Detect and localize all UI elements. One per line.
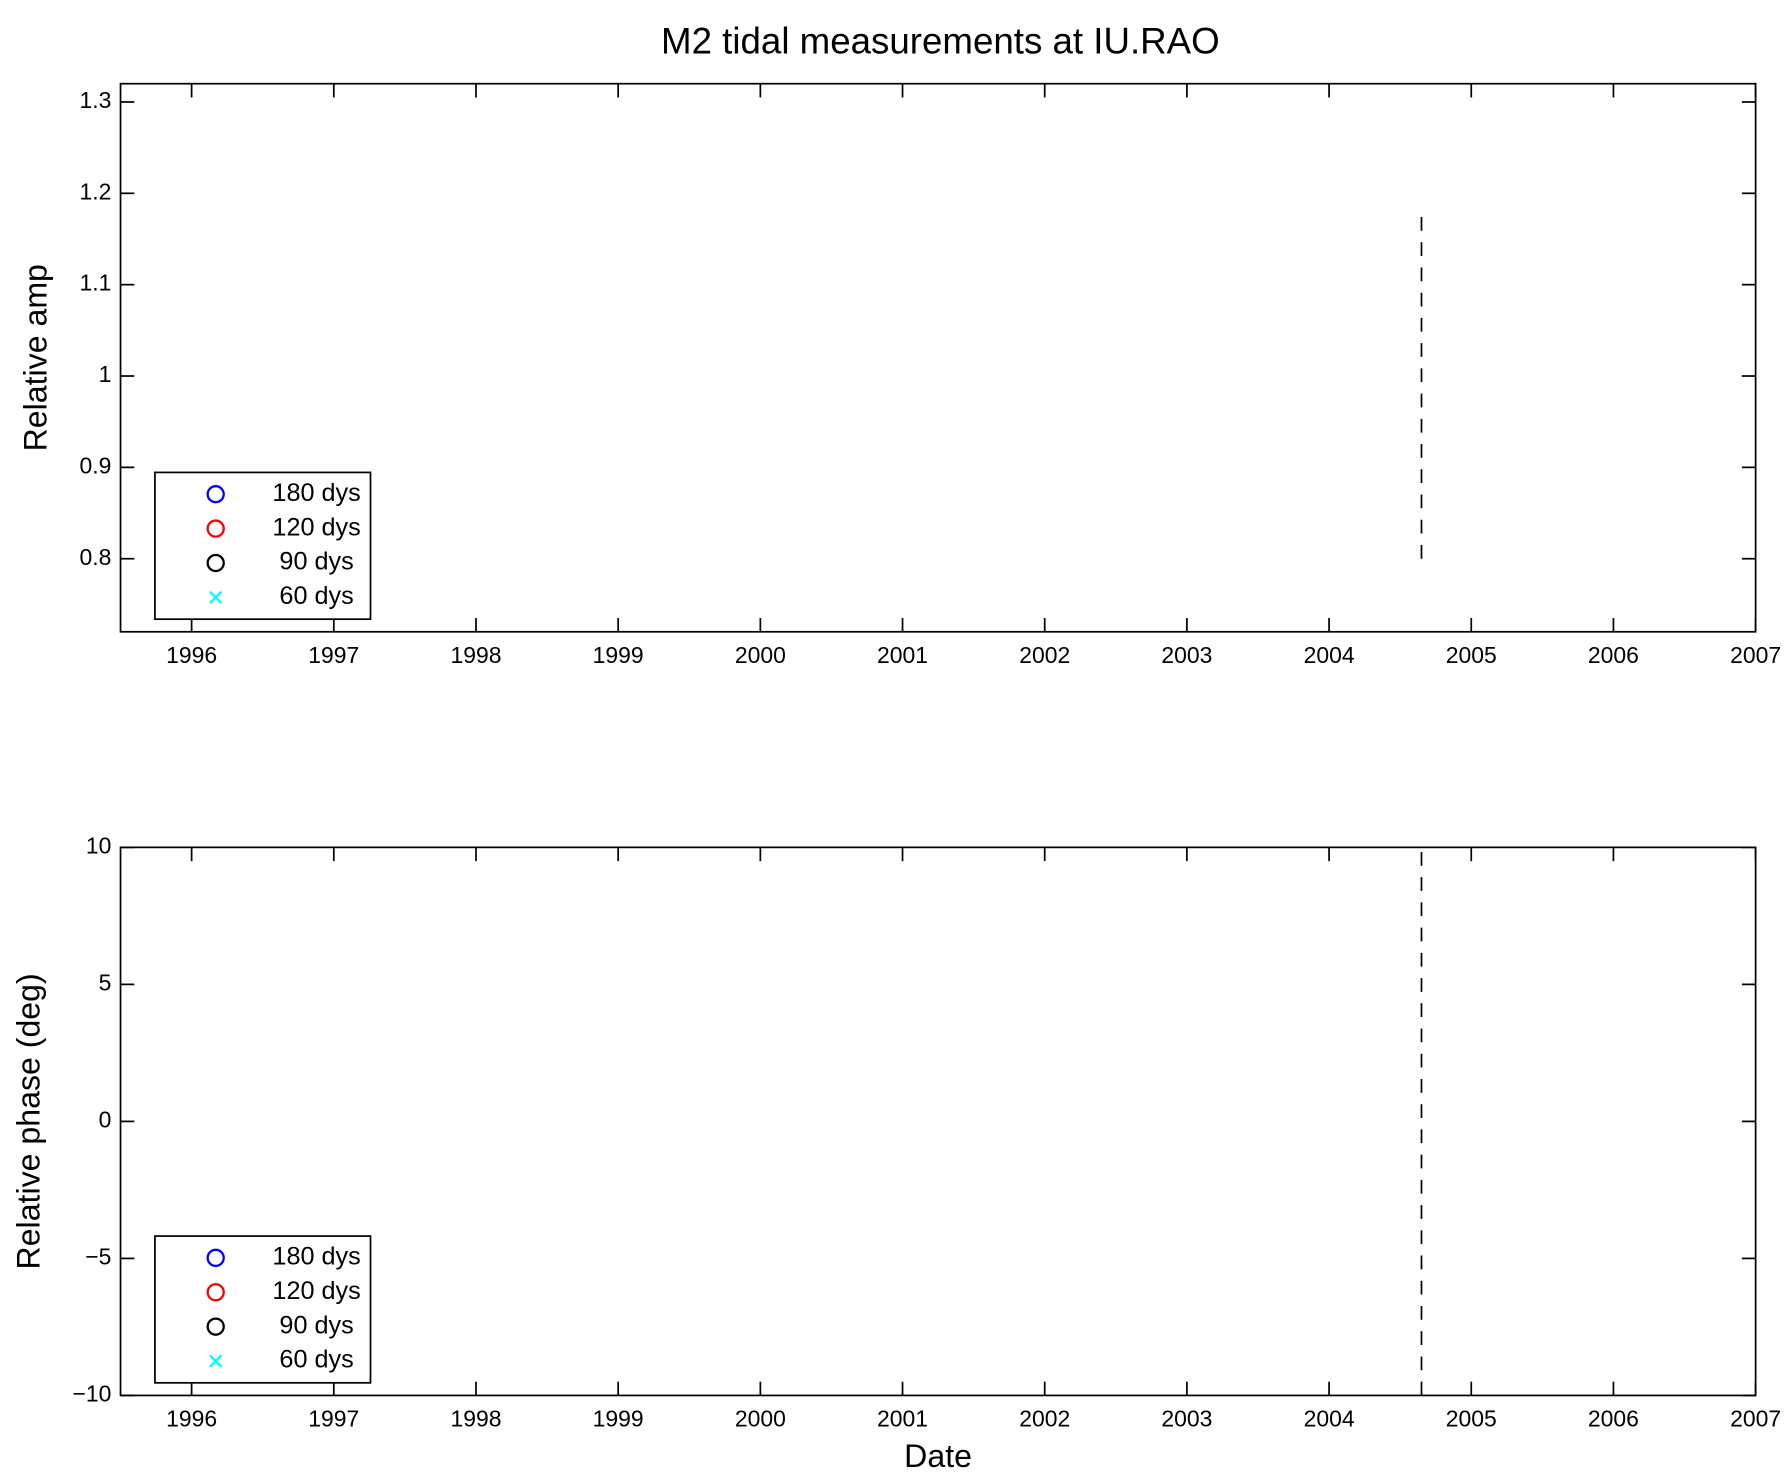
- x-tick-label: 1996: [166, 642, 217, 668]
- x-axis-label: Date: [904, 1438, 972, 1474]
- y-tick-label: 1.1: [79, 270, 111, 296]
- x-tick-label: 1999: [593, 1406, 644, 1432]
- legend-label: 120 dys: [272, 513, 360, 541]
- x-tick-label: 2005: [1446, 1406, 1497, 1432]
- x-tick-label: 2003: [1161, 1406, 1212, 1432]
- x-tick-label: 2005: [1446, 642, 1497, 668]
- legend-marker: [209, 590, 223, 604]
- y-tick-label: 1: [99, 361, 112, 387]
- x-tick-label: 1997: [308, 642, 359, 668]
- legend-label: 180 dys: [272, 479, 360, 507]
- y-tick-label: 1.3: [79, 87, 111, 113]
- y-tick-label: 0.8: [79, 544, 111, 570]
- x-tick-label: 2007: [1730, 1406, 1781, 1432]
- legend-label: 60 dys: [279, 1346, 353, 1374]
- legend-marker: [206, 485, 225, 504]
- legend-label: 60 dys: [279, 582, 353, 610]
- legend-marker: [209, 1354, 223, 1368]
- legend-marker: [206, 1248, 225, 1268]
- y-tick-label: 0: [99, 1106, 112, 1132]
- legend-marker: [206, 1317, 225, 1336]
- x-tick-label: 1999: [593, 642, 644, 668]
- legend-box: [154, 471, 372, 621]
- y-tick-label: 5: [99, 969, 112, 995]
- legend-label: 90 dys: [279, 1311, 353, 1339]
- legend-marker: [206, 519, 225, 538]
- x-tick-label: 2004: [1304, 642, 1355, 668]
- x-tick-label: 1998: [450, 1406, 501, 1432]
- y-tick-label: −5: [85, 1243, 111, 1269]
- x-tick-label: 2002: [1019, 1406, 1070, 1432]
- y-axis-label: Relative phase (deg): [11, 973, 47, 1269]
- x-tick-label: 1998: [450, 642, 501, 668]
- x-tick-label: 2006: [1588, 642, 1639, 668]
- y-tick-label: 10: [86, 832, 112, 858]
- legend-label: 90 dys: [279, 548, 353, 576]
- x-tick-label: 2007: [1730, 642, 1781, 668]
- chart-title: M2 tidal measurements at IU.RAO: [661, 20, 1220, 61]
- x-tick-label: 2004: [1304, 1406, 1355, 1432]
- plot-area: [119, 82, 1757, 633]
- x-tick-label: 2006: [1588, 1406, 1639, 1432]
- legend-marker: [206, 553, 225, 573]
- x-tick-label: 2001: [877, 642, 928, 668]
- x-tick-label: 2001: [877, 1406, 928, 1432]
- legend-box: [154, 1235, 372, 1384]
- x-tick-label: 1996: [166, 1406, 217, 1432]
- x-tick-label: 2003: [1161, 642, 1212, 668]
- x-tick-label: 2002: [1019, 642, 1070, 668]
- legend-marker: [206, 1283, 225, 1302]
- y-tick-label: 1.2: [79, 178, 111, 204]
- x-tick-label: 1997: [308, 1406, 359, 1432]
- y-tick-label: −10: [72, 1381, 111, 1407]
- x-tick-label: 2000: [735, 642, 786, 668]
- x-tick-label: 2000: [735, 1406, 786, 1432]
- y-tick-label: 0.9: [79, 452, 111, 478]
- legend-label: 180 dys: [272, 1243, 360, 1271]
- legend-label: 120 dys: [272, 1277, 360, 1305]
- y-axis-label: Relative amp: [17, 264, 53, 451]
